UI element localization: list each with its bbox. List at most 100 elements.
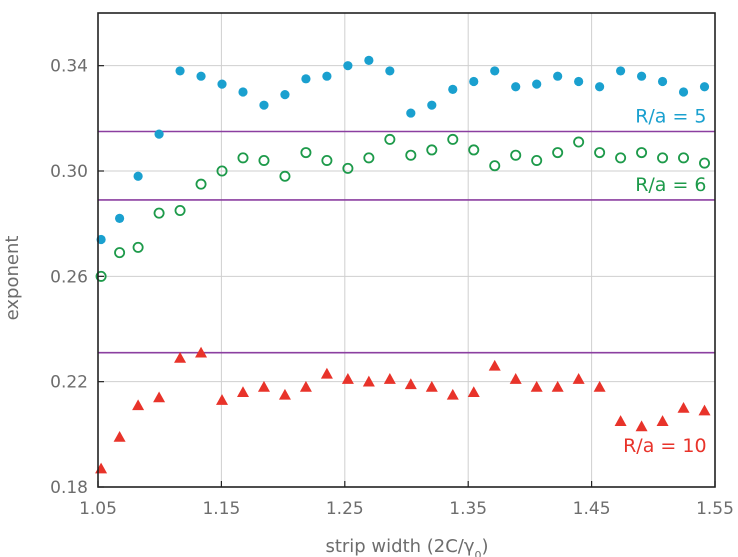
series-1 (96, 55, 710, 245)
data-point (279, 170, 291, 182)
series-label: R/a = 10 (623, 435, 706, 457)
tick-labels: 1.05 1.15 1.25 1.35 1.45 1.55 0.18 0.22 0.26 0.30… (50, 57, 734, 519)
x-tick-label: 1.35 (449, 499, 487, 519)
data-point (278, 388, 291, 400)
x-tick-label: 1.25 (326, 499, 364, 519)
data-point (299, 380, 312, 392)
data-point (614, 415, 627, 426)
x-tick-label: 1.45 (573, 499, 611, 519)
data-point (426, 144, 438, 156)
data-point (636, 147, 648, 159)
data-point (236, 386, 249, 397)
data-point (257, 380, 270, 392)
y-axis-label: exponent (2, 236, 23, 321)
data-point (195, 346, 208, 358)
data-point (217, 79, 227, 89)
data-point (405, 149, 417, 161)
data-point (510, 149, 522, 161)
data-point (468, 144, 480, 156)
data-point (467, 386, 480, 397)
reference-lines (98, 130, 715, 354)
data-point (301, 74, 311, 84)
data-point (132, 241, 144, 253)
y-tick-label: 0.34 (50, 57, 88, 77)
data-point (133, 171, 143, 181)
data-point (174, 204, 186, 216)
data-point (469, 76, 479, 87)
data-point (362, 375, 375, 387)
data-point (678, 152, 690, 164)
data-point (448, 84, 458, 94)
y-tick-label: 0.18 (50, 478, 88, 498)
data-point (175, 66, 185, 76)
data-point (195, 178, 207, 190)
data-point (153, 207, 165, 219)
data-point (677, 402, 690, 413)
data-point (532, 79, 542, 89)
data-point (489, 160, 501, 172)
data-point (657, 152, 669, 164)
data-point (698, 404, 711, 416)
data-point (427, 100, 437, 110)
data-point (341, 373, 354, 384)
plot-frame (97, 12, 716, 488)
data-point (531, 154, 543, 166)
data-point (384, 133, 396, 145)
y-tick-label: 0.22 (50, 373, 88, 393)
x-axis-label: strip width (2C/γ0) (325, 536, 488, 557)
axes (97, 12, 716, 488)
data-point (447, 133, 459, 145)
x-tick-label: 1.55 (696, 499, 734, 519)
data-point (364, 55, 374, 65)
data-point (636, 71, 647, 81)
y-tick-label: 0.26 (50, 267, 88, 287)
data-point (553, 71, 563, 81)
data-point (113, 430, 126, 442)
data-point (216, 165, 228, 177)
data-point (363, 152, 375, 164)
x-axis-label-part: 0 (475, 549, 482, 557)
data-point (132, 399, 145, 411)
data-point (615, 66, 626, 76)
data-point (385, 66, 395, 76)
data-point (425, 380, 438, 392)
data-point (635, 420, 648, 432)
data-point (530, 380, 543, 392)
data-point (594, 147, 606, 159)
data-point (678, 87, 689, 97)
x-tick-label: 1.15 (202, 499, 240, 519)
series-label: R/a = 6 (635, 174, 706, 196)
data-point (258, 154, 270, 166)
data-point (342, 162, 354, 174)
data-point (595, 82, 605, 92)
data-point (656, 415, 669, 426)
x-tick-label: 1.05 (79, 499, 117, 519)
data-point (551, 380, 564, 392)
data-point (657, 76, 668, 87)
data-point (383, 373, 396, 384)
data-point (490, 66, 500, 76)
data-point (404, 378, 417, 390)
y-tick-label: 0.30 (50, 162, 88, 182)
series-annotations: R/a = 5 R/a = 6 R/a = 10 (623, 106, 706, 457)
series-3 (95, 346, 711, 474)
data-point (615, 152, 627, 164)
data-point (699, 157, 711, 169)
data-point (572, 373, 585, 384)
data-point (259, 100, 269, 110)
data-point (552, 147, 564, 159)
data-point (216, 394, 229, 405)
series-label: R/a = 5 (635, 106, 706, 128)
data-point (174, 351, 187, 363)
data-point (154, 129, 164, 139)
data-point (320, 367, 333, 379)
data-point (343, 61, 353, 71)
data-point (238, 87, 248, 97)
data-point (511, 82, 521, 92)
data-point (488, 359, 501, 371)
data-point (509, 373, 522, 384)
series-2 (95, 133, 711, 282)
data-point (114, 213, 125, 223)
data-point (322, 71, 332, 81)
x-axis-label-part: strip width (2C/ (325, 536, 464, 557)
